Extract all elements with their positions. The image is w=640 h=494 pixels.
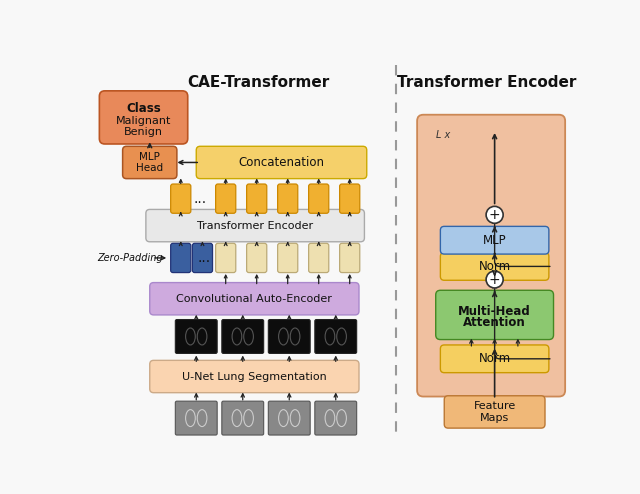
Text: Transformer Encoder: Transformer Encoder xyxy=(197,221,313,231)
FancyBboxPatch shape xyxy=(193,244,212,273)
Text: Norm: Norm xyxy=(479,260,511,273)
Text: L x: L x xyxy=(436,130,450,140)
FancyBboxPatch shape xyxy=(222,320,264,353)
Text: Benign: Benign xyxy=(124,126,163,137)
FancyBboxPatch shape xyxy=(440,345,549,372)
FancyBboxPatch shape xyxy=(315,320,356,353)
Text: MLP
Head: MLP Head xyxy=(136,152,163,173)
FancyBboxPatch shape xyxy=(123,146,177,179)
Text: Malignant: Malignant xyxy=(116,116,172,126)
Text: Feature
Maps: Feature Maps xyxy=(474,401,516,423)
FancyBboxPatch shape xyxy=(150,283,359,315)
Text: ...: ... xyxy=(193,192,207,206)
FancyBboxPatch shape xyxy=(216,244,236,273)
Text: MLP: MLP xyxy=(483,234,506,247)
FancyBboxPatch shape xyxy=(268,320,310,353)
FancyBboxPatch shape xyxy=(278,184,298,213)
FancyBboxPatch shape xyxy=(308,244,329,273)
FancyBboxPatch shape xyxy=(175,401,217,435)
FancyBboxPatch shape xyxy=(150,360,359,393)
FancyBboxPatch shape xyxy=(146,209,364,242)
Text: Multi-Head: Multi-Head xyxy=(458,305,531,318)
FancyBboxPatch shape xyxy=(171,244,191,273)
Circle shape xyxy=(486,271,503,288)
Text: ...: ... xyxy=(197,251,211,265)
FancyBboxPatch shape xyxy=(246,184,267,213)
FancyBboxPatch shape xyxy=(171,184,191,213)
Text: Class: Class xyxy=(126,102,161,115)
FancyBboxPatch shape xyxy=(196,146,367,179)
Text: Attention: Attention xyxy=(463,316,526,329)
Text: Zero-Padding: Zero-Padding xyxy=(97,253,163,263)
Text: +: + xyxy=(489,208,500,222)
Text: Norm: Norm xyxy=(479,352,511,365)
FancyBboxPatch shape xyxy=(440,226,549,254)
Text: +: + xyxy=(489,273,500,287)
Text: CAE-Transformer: CAE-Transformer xyxy=(187,75,330,90)
FancyBboxPatch shape xyxy=(222,401,264,435)
Circle shape xyxy=(486,206,503,223)
FancyBboxPatch shape xyxy=(440,252,549,280)
FancyBboxPatch shape xyxy=(436,290,554,339)
Text: Convolutional Auto-Encoder: Convolutional Auto-Encoder xyxy=(177,294,332,304)
Text: U-Net Lung Segmentation: U-Net Lung Segmentation xyxy=(182,372,327,382)
FancyBboxPatch shape xyxy=(216,184,236,213)
FancyBboxPatch shape xyxy=(308,184,329,213)
FancyBboxPatch shape xyxy=(444,396,545,428)
FancyBboxPatch shape xyxy=(175,320,217,353)
FancyBboxPatch shape xyxy=(77,56,579,443)
FancyBboxPatch shape xyxy=(246,244,267,273)
FancyBboxPatch shape xyxy=(278,244,298,273)
FancyBboxPatch shape xyxy=(417,115,565,397)
FancyBboxPatch shape xyxy=(268,401,310,435)
Text: Concatenation: Concatenation xyxy=(239,156,324,169)
Text: Transformer Encoder: Transformer Encoder xyxy=(397,75,577,90)
FancyBboxPatch shape xyxy=(99,91,188,144)
FancyBboxPatch shape xyxy=(315,401,356,435)
FancyBboxPatch shape xyxy=(340,244,360,273)
FancyBboxPatch shape xyxy=(340,184,360,213)
